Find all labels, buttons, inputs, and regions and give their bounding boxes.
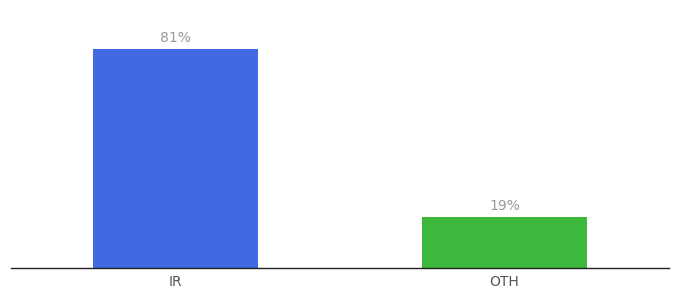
Text: 19%: 19%: [489, 199, 520, 212]
Bar: [422, 217, 587, 268]
Bar: [93, 49, 258, 268]
Text: 81%: 81%: [160, 31, 191, 45]
